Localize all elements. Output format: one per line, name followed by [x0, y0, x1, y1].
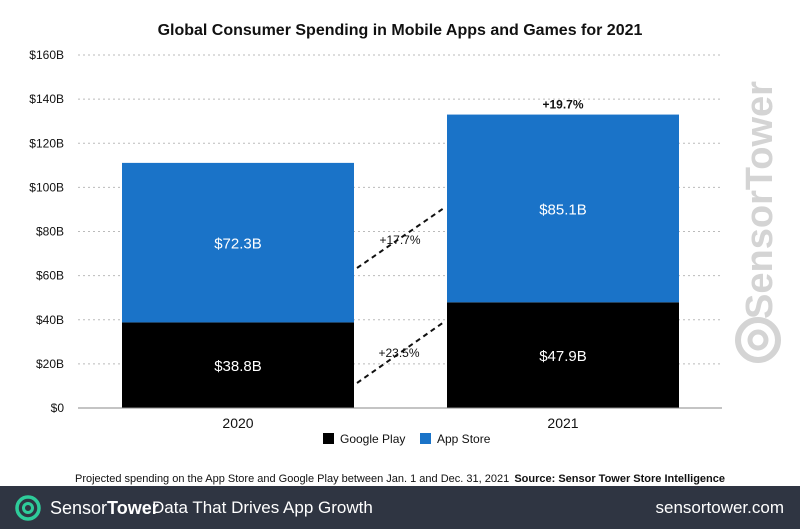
watermark-logo-icon [735, 317, 781, 363]
data-label: $85.1B [539, 201, 587, 218]
bar-segment [447, 114, 679, 303]
legend-swatch [420, 433, 431, 444]
legend-label: Google Play [340, 432, 405, 446]
footer-brand-part2: Tower [107, 498, 159, 518]
y-tick-label: $140B [29, 92, 64, 106]
footer-brand-part1: Sensor [50, 498, 108, 518]
data-label: $72.3B [214, 236, 262, 253]
app-store-growth-label: +17.7% [379, 233, 420, 247]
footer-url[interactable]: sensortower.com [655, 498, 785, 517]
data-label: $47.9B [539, 348, 587, 365]
footer-bar: SensorTower Data That Drives App Growth … [0, 486, 800, 529]
legend-swatch [323, 433, 334, 444]
footer-brand: SensorTower [50, 498, 159, 519]
chart-title: Global Consumer Spending in Mobile Apps … [158, 22, 643, 39]
x-axis-ticks: 2020 2021 [222, 415, 578, 431]
note-right: Source: Sensor Tower Store Intelligence [514, 473, 725, 485]
bar-segment [447, 302, 679, 408]
watermark-text: SensorTower [739, 81, 781, 319]
legend-label: App Store [437, 432, 491, 446]
footer-tagline: Data That Drives App Growth [152, 498, 373, 517]
y-axis-ticks: $0 $20B $40B $60B $80B $100B $120B $140B $160B [29, 48, 64, 415]
google-play-growth-label: +23.5% [378, 346, 419, 360]
legend: Google Play App Store [323, 432, 491, 446]
y-tick-label: $120B [29, 136, 64, 150]
bars: $38.8B $72.3B $47.9B $85.1B [122, 114, 679, 408]
y-tick-label: $20B [36, 357, 64, 371]
x-tick-label: 2020 [222, 415, 253, 431]
total-growth-label: +19.7% [542, 98, 583, 112]
y-tick-label: $60B [36, 269, 64, 283]
data-label: $38.8B [214, 358, 262, 375]
y-tick-label: $100B [29, 180, 64, 194]
sensortower-logo-icon [15, 495, 41, 521]
growth-connectors: +17.7% +23.5% [356, 207, 445, 384]
y-tick-label: $160B [29, 48, 64, 62]
chart: Global Consumer Spending in Mobile Apps … [29, 22, 781, 485]
bar-segment [122, 322, 354, 408]
y-tick-label: $40B [36, 313, 64, 327]
y-tick-label: $80B [36, 225, 64, 239]
x-tick-label: 2021 [547, 415, 578, 431]
bar-segment [122, 162, 354, 323]
note-left: Projected spending on the App Store and … [75, 473, 509, 485]
watermark: SensorTower [735, 81, 781, 363]
y-tick-label: $0 [51, 401, 65, 415]
